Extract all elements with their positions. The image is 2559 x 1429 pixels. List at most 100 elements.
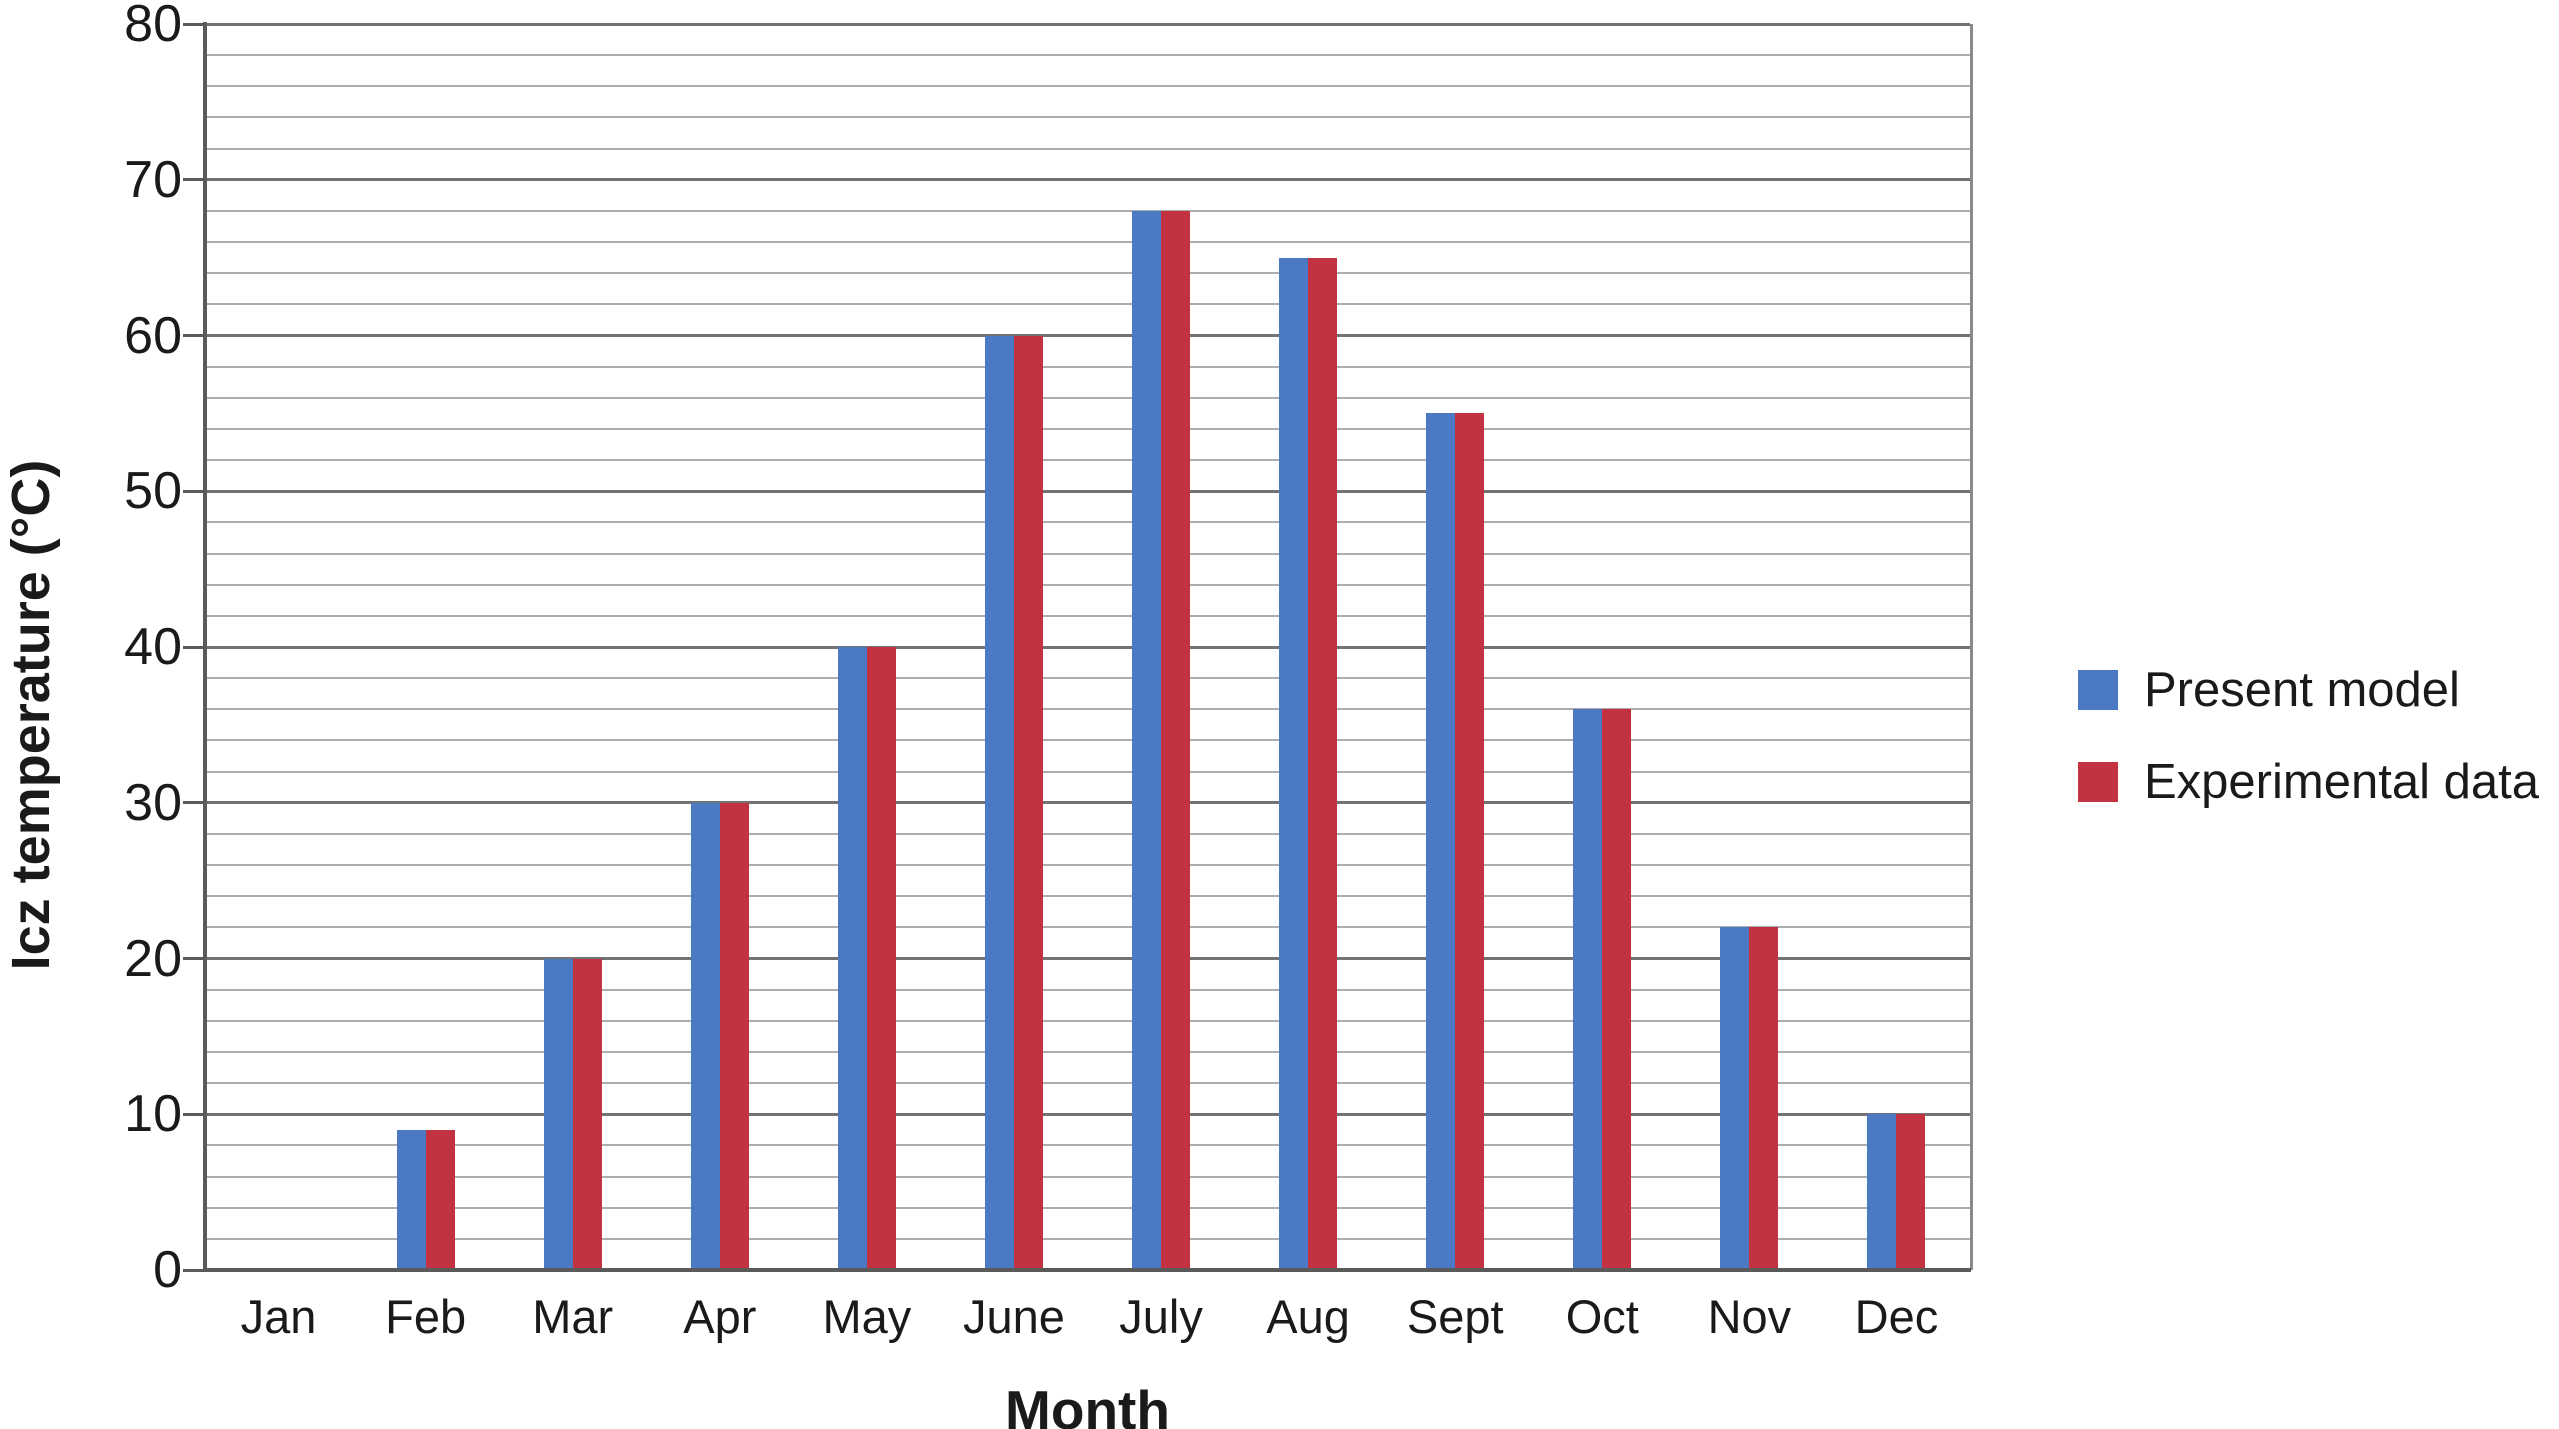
x-tick-label-june: June	[962, 1290, 1065, 1343]
y-tick-mark	[183, 645, 205, 649]
gridline-minor	[205, 54, 1970, 57]
bar-present-model-oct	[1573, 709, 1603, 1270]
y-tick-label: 10	[124, 1085, 182, 1144]
gridline-minor	[205, 1237, 1970, 1240]
gridline-minor	[205, 1144, 1970, 1147]
y-tick-mark	[183, 957, 205, 960]
gridline-minor	[205, 427, 1970, 430]
gridline-minor	[205, 832, 1970, 835]
bar-present-model-june	[984, 335, 1014, 1270]
legend-swatch-present-model	[2078, 670, 2118, 710]
gridline-minor	[205, 1019, 1970, 1022]
x-tick-label-may: May	[822, 1290, 912, 1343]
plot-area	[205, 22, 1973, 1270]
legend: Present model Experimental data	[2078, 662, 2539, 810]
y-tick-label: 20	[124, 929, 182, 988]
gridline-minor	[205, 926, 1970, 929]
gridline-minor	[205, 614, 1970, 617]
gridline-minor	[205, 521, 1970, 524]
bar-experimental-data-june	[1013, 335, 1043, 1270]
bar-present-model-mar	[543, 958, 573, 1270]
bar-present-model-may	[837, 647, 867, 1270]
bar-experimental-data-nov	[1749, 927, 1779, 1270]
x-axis-title: Month	[1005, 1379, 1170, 1429]
gridline-major	[205, 489, 1970, 493]
gridline-major	[205, 645, 1970, 649]
gridline-minor	[205, 895, 1970, 898]
gridline-minor	[205, 739, 1970, 742]
x-axis-line	[203, 1268, 1971, 1272]
bar-present-model-july	[1132, 210, 1162, 1270]
y-tick-mark	[183, 801, 205, 805]
bar-present-model-aug	[1279, 257, 1309, 1270]
gridline-major	[205, 801, 1970, 805]
x-tick-label-feb: Feb	[385, 1290, 467, 1343]
x-tick-label-mar: Mar	[532, 1290, 614, 1343]
x-tick-label-sept: Sept	[1406, 1290, 1504, 1343]
gridline-minor	[205, 552, 1970, 555]
gridline-minor	[205, 396, 1970, 399]
y-axis-line	[203, 22, 207, 1272]
y-tick-label: 70	[124, 150, 182, 209]
bar-experimental-data-aug	[1308, 257, 1338, 1270]
y-tick-label: 30	[124, 773, 182, 832]
gridline-major	[205, 22, 1970, 26]
bar-present-model-feb	[396, 1129, 426, 1270]
bar-present-model-dec	[1867, 1114, 1897, 1270]
bar-experimental-data-may	[866, 647, 896, 1270]
y-tick-label: 50	[124, 462, 182, 521]
gridline-minor	[205, 272, 1970, 275]
gridline-minor	[205, 241, 1970, 244]
gridline-minor	[205, 988, 1970, 991]
gridline-minor	[205, 677, 1970, 680]
x-tick-label-jan: Jan	[240, 1290, 317, 1343]
gridline-minor	[205, 1175, 1970, 1178]
x-tick-label-oct: Oct	[1565, 1290, 1639, 1343]
x-tick-label-apr: Apr	[683, 1290, 757, 1343]
legend-label-experimental-data: Experimental data	[2144, 755, 2539, 809]
gridline-minor	[205, 147, 1970, 150]
gridline-major	[205, 1112, 1970, 1116]
bar-experimental-data-oct	[1602, 709, 1632, 1270]
gridline-minor	[205, 864, 1970, 867]
y-tick-mark	[183, 1112, 205, 1116]
x-tick-label-dec: Dec	[1854, 1290, 1939, 1343]
y-tick-label: 0	[153, 1241, 182, 1299]
gridline-minor	[205, 303, 1970, 306]
gridline-minor	[205, 1206, 1970, 1209]
bar-present-model-nov	[1720, 927, 1750, 1270]
x-tick-label-july: July	[1119, 1290, 1203, 1343]
y-tick-mark	[183, 334, 205, 337]
gridline-minor	[205, 583, 1970, 586]
gridline-minor	[205, 85, 1970, 88]
legend-item-experimental-data: Experimental data	[2078, 754, 2539, 810]
y-tick-label: 80	[124, 0, 182, 53]
bar-present-model-apr	[690, 802, 720, 1270]
x-tick-label-nov: Nov	[1707, 1290, 1792, 1343]
y-tick-mark	[183, 1268, 205, 1272]
gridline-minor	[205, 459, 1970, 462]
legend-item-present-model: Present model	[2078, 662, 2539, 718]
legend-label-present-model: Present model	[2144, 663, 2460, 717]
x-tick-label-aug: Aug	[1266, 1290, 1350, 1343]
y-tick-mark	[183, 489, 205, 493]
bar-experimental-data-sept	[1455, 413, 1485, 1270]
gridline-major	[205, 334, 1970, 337]
legend-swatch-experimental-data	[2078, 762, 2118, 802]
y-tick-mark	[183, 22, 205, 26]
bar-experimental-data-apr	[719, 802, 749, 1270]
y-tick-label: 60	[124, 306, 182, 365]
gridline-minor	[205, 1082, 1970, 1085]
bar-experimental-data-mar	[572, 958, 602, 1270]
bar-experimental-data-dec	[1896, 1114, 1926, 1270]
gridline-minor	[205, 770, 1970, 773]
gridline-minor	[205, 209, 1970, 212]
bar-experimental-data-july	[1161, 210, 1191, 1270]
bar-experimental-data-feb	[425, 1129, 455, 1270]
y-tick-mark	[183, 178, 205, 182]
y-tick-label: 40	[124, 618, 182, 676]
gridline-minor	[205, 365, 1970, 368]
bar-present-model-sept	[1426, 413, 1456, 1270]
gridline-minor	[205, 708, 1970, 711]
